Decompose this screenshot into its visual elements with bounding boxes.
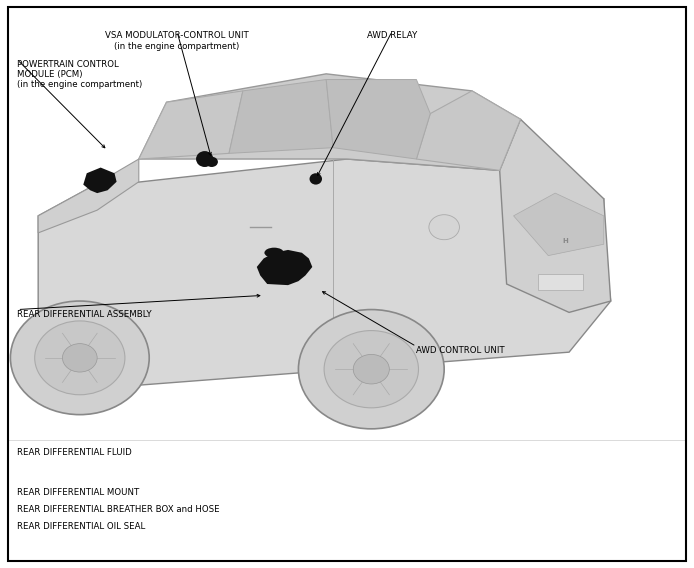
Ellipse shape xyxy=(196,151,214,167)
Polygon shape xyxy=(326,80,430,159)
Polygon shape xyxy=(139,91,243,159)
FancyBboxPatch shape xyxy=(538,274,583,290)
Polygon shape xyxy=(139,74,520,170)
Text: VSA MODULATOR-CONTROL UNIT
(in the engine compartment): VSA MODULATOR-CONTROL UNIT (in the engin… xyxy=(105,31,249,51)
Circle shape xyxy=(35,321,125,395)
Polygon shape xyxy=(500,119,611,312)
Circle shape xyxy=(429,215,459,240)
Polygon shape xyxy=(38,159,139,233)
Ellipse shape xyxy=(205,157,218,167)
Polygon shape xyxy=(229,80,333,153)
Text: H: H xyxy=(563,239,568,244)
Polygon shape xyxy=(416,91,520,170)
Circle shape xyxy=(353,354,389,384)
Circle shape xyxy=(10,301,149,415)
Text: REAR DIFFERENTIAL FLUID: REAR DIFFERENTIAL FLUID xyxy=(17,448,132,457)
Polygon shape xyxy=(38,159,611,386)
Polygon shape xyxy=(83,168,117,193)
Circle shape xyxy=(62,344,97,372)
Circle shape xyxy=(324,331,418,408)
Circle shape xyxy=(298,310,444,429)
Text: REAR DIFFERENTIAL OIL SEAL: REAR DIFFERENTIAL OIL SEAL xyxy=(17,522,146,531)
Text: REAR DIFFERENTIAL ASSEMBLY: REAR DIFFERENTIAL ASSEMBLY xyxy=(17,310,152,319)
Text: REAR DIFFERENTIAL MOUNT: REAR DIFFERENTIAL MOUNT xyxy=(17,488,139,497)
Text: REAR DIFFERENTIAL BREATHER BOX and HOSE: REAR DIFFERENTIAL BREATHER BOX and HOSE xyxy=(17,505,220,514)
Text: POWERTRAIN CONTROL
MODULE (PCM)
(in the engine compartment): POWERTRAIN CONTROL MODULE (PCM) (in the … xyxy=(17,60,142,89)
Polygon shape xyxy=(514,193,604,256)
Ellipse shape xyxy=(264,248,284,258)
Text: AWD CONTROL UNIT: AWD CONTROL UNIT xyxy=(416,346,505,356)
Polygon shape xyxy=(257,250,312,285)
Ellipse shape xyxy=(310,173,322,185)
Text: AWD RELAY: AWD RELAY xyxy=(367,31,417,40)
